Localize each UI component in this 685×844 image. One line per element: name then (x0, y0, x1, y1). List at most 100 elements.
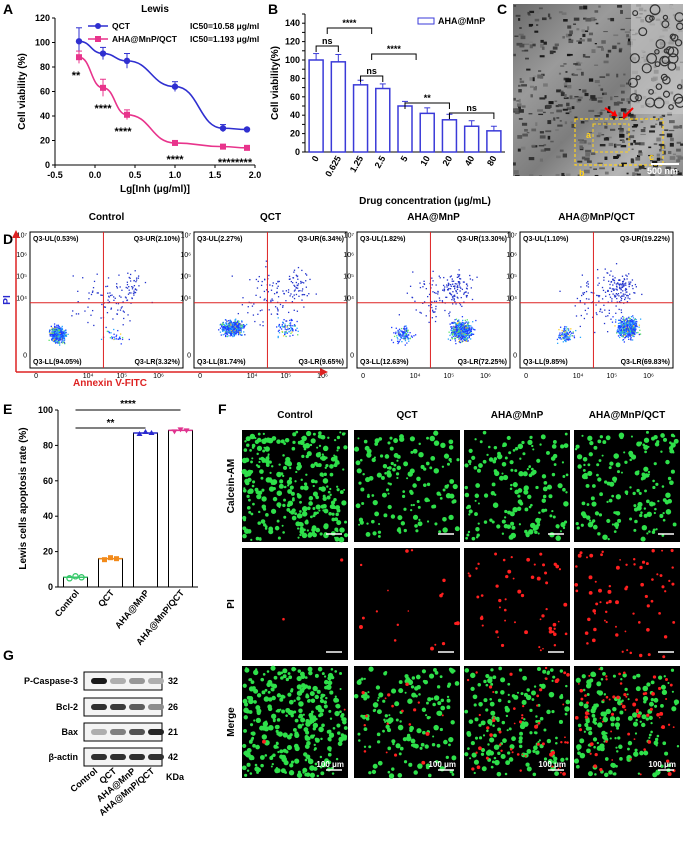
tem-grain (550, 119, 554, 121)
tem-grain (561, 12, 567, 15)
tem-grain (588, 109, 595, 112)
panel-label-g: G (3, 647, 14, 663)
tem-grain (540, 39, 544, 43)
tem-grain (527, 11, 531, 15)
tem-grain (521, 105, 526, 108)
tem-grain (585, 149, 591, 153)
tem-grain (529, 44, 533, 49)
tem-grain (564, 94, 567, 99)
tem-grain (659, 134, 665, 136)
tem-grain (576, 28, 580, 31)
tem-grain (578, 89, 582, 91)
tem-grain (603, 31, 608, 33)
tem-grain (572, 74, 578, 77)
tem-grain (597, 162, 603, 165)
tem-grain (630, 142, 634, 146)
tem-grain (587, 38, 592, 42)
tem-grain (569, 30, 573, 35)
tem-grain (648, 146, 652, 149)
tem-grain (563, 63, 567, 65)
tem-grain (590, 152, 596, 155)
tem-grain (562, 108, 568, 111)
tem-grain (643, 127, 646, 129)
tem-grain (528, 113, 533, 115)
tem-grain (638, 165, 645, 169)
tem-grain (524, 128, 528, 132)
panel-label-d: D (3, 231, 13, 247)
tem-grain (631, 125, 638, 128)
tem-grain (516, 103, 522, 107)
tem-grain (563, 82, 568, 86)
tem-grain (567, 113, 573, 117)
tem-grain (543, 83, 548, 87)
tem-grain (520, 146, 526, 150)
tem-grain (633, 140, 636, 143)
tem-grain (518, 118, 523, 120)
tem-grain (622, 140, 625, 143)
tem-grain (518, 89, 522, 93)
tem-grain (521, 84, 527, 87)
tem-grain (555, 173, 560, 176)
tem-grain (626, 137, 631, 141)
tem-grain (649, 130, 655, 133)
tem-grain (557, 124, 563, 127)
tem-grain (618, 112, 622, 116)
tem-grain (606, 53, 609, 58)
tem-grain (626, 172, 629, 175)
tem-grain (650, 125, 656, 128)
tem-grain (565, 173, 571, 176)
tem-grain (610, 17, 615, 22)
tem-grain (565, 78, 572, 83)
tem-grain (539, 55, 545, 58)
tem-grain (539, 97, 546, 100)
tem-grain (620, 28, 625, 31)
tem-grain (554, 43, 559, 47)
tem-grain (513, 53, 516, 57)
tem-grain (535, 122, 538, 126)
tem-grain (581, 29, 586, 33)
tem-grain (554, 100, 558, 103)
tem-grain (623, 73, 626, 76)
tem-grain (611, 167, 614, 171)
tem-grain (594, 79, 600, 84)
tem-grain (629, 135, 635, 139)
tem-grain (521, 122, 528, 126)
tem-grain (534, 18, 540, 22)
tem-grain (530, 94, 533, 98)
tem-micrograph: a b c 500 nm (513, 4, 683, 176)
tem-grain (579, 62, 583, 64)
tem-grain (519, 78, 522, 81)
tem-grain (600, 109, 606, 111)
tem-grain (532, 25, 535, 29)
tem-grain (593, 168, 598, 170)
tem-grain (619, 124, 622, 129)
tem-grain (588, 78, 594, 82)
tem-grain (513, 170, 519, 174)
tem-grain (533, 86, 537, 91)
tem-grain (604, 156, 608, 160)
tem-grain (597, 100, 603, 103)
tem-grain (518, 18, 521, 21)
tem-grain (677, 172, 682, 176)
tem-grain (559, 120, 562, 122)
tem-grain (676, 148, 681, 152)
tem-grain (635, 157, 641, 161)
tem-grain (539, 135, 546, 139)
tem-grain (565, 112, 570, 115)
panel-label-b: B (268, 1, 278, 17)
tem-grain (619, 84, 625, 88)
tem-grain (652, 116, 656, 118)
tem-grain (559, 149, 564, 152)
tem-grain (634, 168, 639, 172)
panel-label-f: F (218, 401, 227, 417)
tem-grain (620, 144, 627, 148)
tem-grain (513, 5, 517, 7)
tem-grain (577, 160, 583, 163)
tem-grain (626, 34, 630, 37)
tem-grain (605, 73, 610, 77)
tem-grain (549, 50, 554, 55)
tem-grain (627, 101, 631, 104)
tem-grain (532, 43, 536, 47)
tem-grain (676, 159, 681, 163)
tem-grain (596, 134, 601, 138)
